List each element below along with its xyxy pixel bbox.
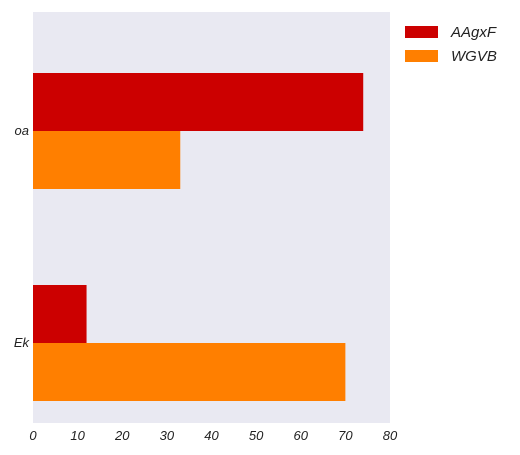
legend-label-AAgxF: AAgxF xyxy=(450,24,497,41)
bar-AAgxF-Ek xyxy=(33,285,87,343)
x-tick-label: 30 xyxy=(160,428,175,443)
y-axis: oa Ek xyxy=(14,123,31,350)
bar-WGVB-oa xyxy=(33,131,181,189)
legend-swatch-WGVB xyxy=(405,50,438,62)
x-tick-label: 50 xyxy=(249,428,264,443)
x-axis: 0 10 20 30 40 50 60 70 80 xyxy=(29,428,398,443)
x-tick-label: 80 xyxy=(383,428,398,443)
x-tick-label: 10 xyxy=(70,428,85,443)
bars xyxy=(33,73,364,401)
legend-swatch-AAgxF xyxy=(405,26,438,38)
bar-WGVB-Ek xyxy=(33,343,346,401)
legend-label-WGVB: WGVB xyxy=(451,48,497,65)
bar-AAgxF-oa xyxy=(33,73,364,131)
legend: AAgxF WGVB xyxy=(405,24,497,65)
y-tick-label: Ek xyxy=(14,335,31,350)
x-tick-label: 20 xyxy=(114,428,130,443)
y-tick-label: oa xyxy=(15,123,29,138)
x-tick-label: 40 xyxy=(204,428,219,443)
x-tick-label: 0 xyxy=(29,428,37,443)
x-tick-label: 70 xyxy=(338,428,353,443)
x-tick-label: 60 xyxy=(294,428,309,443)
